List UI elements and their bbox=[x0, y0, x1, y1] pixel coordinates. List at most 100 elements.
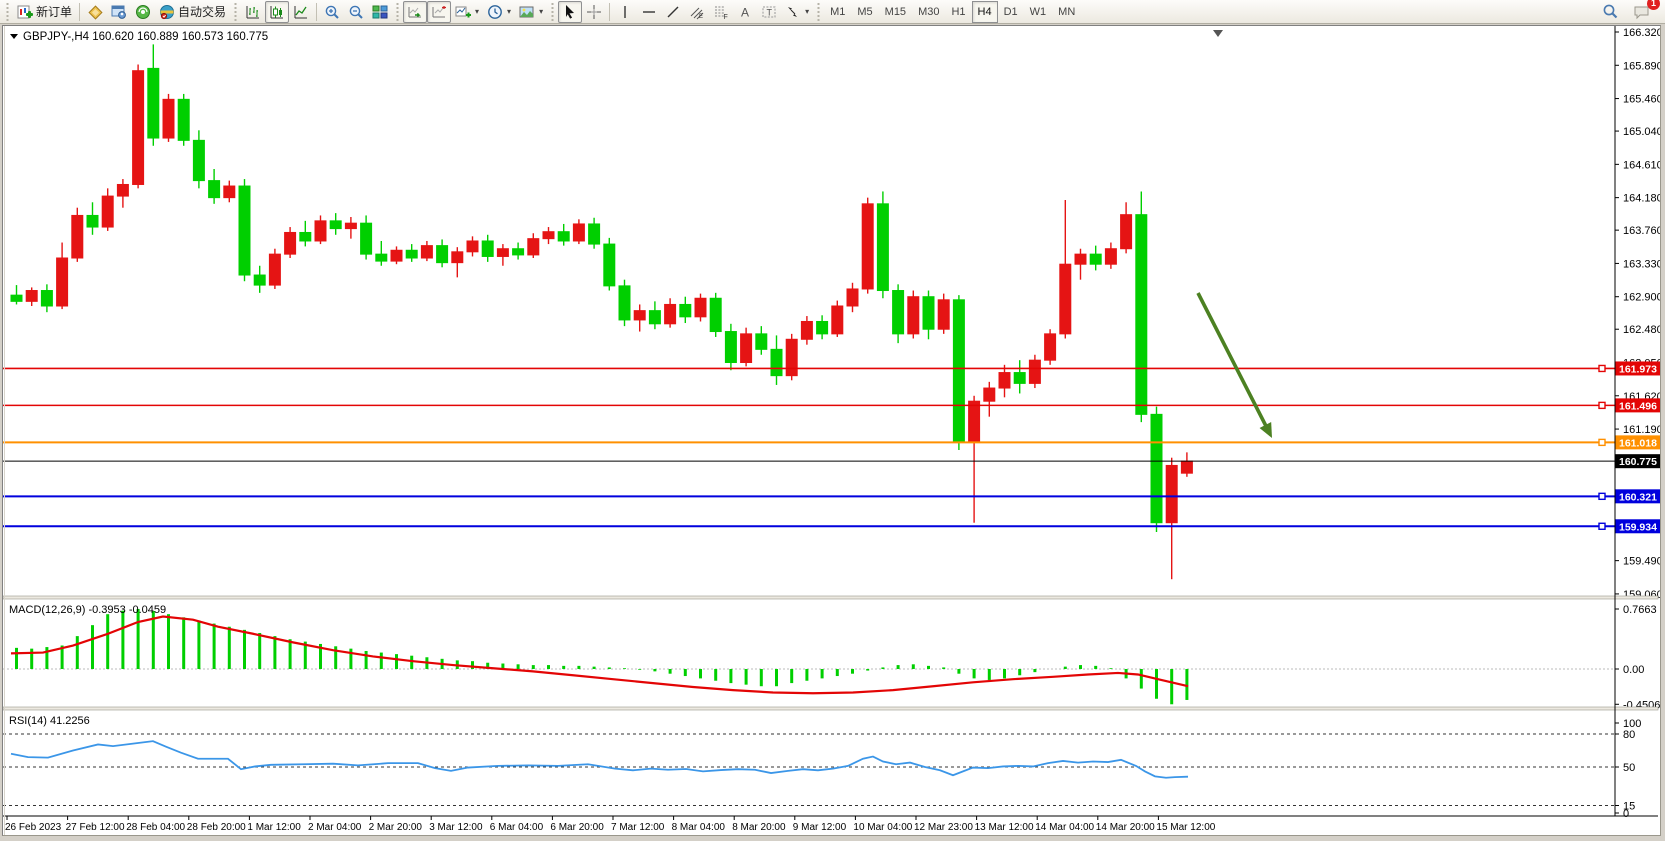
equidistant-channel-button[interactable]: E bbox=[685, 1, 709, 23]
symbols-button[interactable] bbox=[83, 1, 107, 23]
candlestick bbox=[892, 290, 905, 335]
candlestick bbox=[1028, 359, 1041, 384]
candlestick bbox=[557, 231, 570, 242]
new-order-button[interactable]: 新订单 bbox=[13, 1, 76, 23]
candlestick bbox=[1150, 413, 1163, 524]
zoom-out-button[interactable] bbox=[344, 1, 368, 23]
candlestick bbox=[998, 372, 1011, 389]
svg-text:E: E bbox=[699, 14, 703, 20]
text-label-button[interactable]: T bbox=[757, 1, 781, 23]
line-handle[interactable] bbox=[1598, 438, 1606, 447]
chart-canvas[interactable]: 166.320 165.890 165.460 165.040 164.610 164.1… bbox=[2, 26, 1663, 835]
candlestick bbox=[299, 231, 312, 242]
candlestick bbox=[664, 303, 677, 325]
timeframe-h4[interactable]: H4 bbox=[971, 0, 998, 23]
tile-windows-button[interactable] bbox=[368, 1, 392, 23]
candlestick bbox=[147, 67, 160, 139]
arrows-tool-button[interactable]: ▾ bbox=[781, 1, 813, 23]
price-tag-label: 160.775 bbox=[1619, 456, 1657, 468]
text-button[interactable]: A bbox=[733, 1, 757, 23]
timeframe-mn[interactable]: MN bbox=[1058, 5, 1076, 18]
candlestick bbox=[1044, 333, 1057, 361]
price-tag bbox=[1615, 454, 1661, 469]
tile-windows-icon bbox=[372, 5, 388, 18]
timeframe-m30[interactable]: M30 bbox=[918, 5, 940, 18]
data-window-button[interactable] bbox=[107, 1, 131, 23]
candlestick bbox=[390, 249, 403, 262]
time-tick-label: 8 Mar 04:00 bbox=[672, 822, 726, 833]
candlestick bbox=[344, 222, 357, 230]
trendline-button[interactable] bbox=[661, 1, 685, 23]
time-tick-label: 27 Feb 12:00 bbox=[66, 822, 125, 833]
panel-divider[interactable] bbox=[2, 706, 1659, 711]
candlestick bbox=[1074, 253, 1087, 265]
chart-shift-marker[interactable] bbox=[1213, 30, 1223, 37]
search-button[interactable] bbox=[1598, 1, 1623, 23]
annotation-arrow-line[interactable] bbox=[1196, 292, 1270, 431]
toolbar-gripper[interactable] bbox=[550, 2, 556, 21]
symbol-dropdown-icon[interactable] bbox=[10, 34, 18, 39]
vertical-line-button[interactable] bbox=[613, 1, 637, 23]
search-icon bbox=[1603, 4, 1618, 19]
timeframe-m1[interactable]: M1 bbox=[830, 5, 846, 18]
timeframe-m5[interactable]: M5 bbox=[857, 5, 873, 18]
vertical-line-icon bbox=[624, 5, 626, 18]
annotation-arrow-head[interactable] bbox=[1259, 422, 1272, 438]
fibonacci-button[interactable]: F bbox=[709, 1, 733, 23]
autotrading-button[interactable]: 自动交易 bbox=[155, 1, 230, 23]
timeframe-m15[interactable]: M15 bbox=[884, 5, 907, 18]
horizontal-line-button[interactable] bbox=[637, 1, 661, 23]
chart-shift-button[interactable] bbox=[427, 0, 452, 23]
toolbar-gripper[interactable] bbox=[816, 2, 822, 21]
price-tag bbox=[1615, 435, 1661, 450]
rsi-tick-label: 100 bbox=[1623, 718, 1641, 730]
candlestick bbox=[588, 223, 601, 245]
price-tick-label: 165.040 bbox=[1623, 126, 1660, 138]
line-handle[interactable] bbox=[1598, 401, 1606, 410]
timeframe-d1[interactable]: D1 bbox=[1003, 5, 1018, 18]
chart-candles-button[interactable] bbox=[265, 0, 290, 23]
timeframe-h1[interactable]: H1 bbox=[951, 5, 966, 18]
periods-button[interactable]: ▾ bbox=[483, 1, 515, 23]
indicators-button[interactable]: ▾ bbox=[451, 1, 483, 23]
candlestick bbox=[132, 70, 145, 185]
line-chart-icon bbox=[294, 5, 308, 18]
time-tick-label: 14 Mar 20:00 bbox=[1096, 822, 1155, 833]
autoscroll-button[interactable] bbox=[403, 0, 428, 23]
cursor-button[interactable] bbox=[558, 0, 583, 23]
clock-icon bbox=[488, 4, 502, 19]
candlestick bbox=[329, 220, 342, 230]
time-tick-label: 14 Mar 04:00 bbox=[1035, 822, 1094, 833]
line-handle[interactable] bbox=[1598, 364, 1606, 373]
signals-button[interactable] bbox=[131, 1, 155, 23]
horizontal-line-icon bbox=[643, 10, 656, 13]
line-handle[interactable] bbox=[1598, 522, 1606, 530]
chart-line-button[interactable] bbox=[289, 1, 313, 23]
timeframe-w1[interactable]: W1 bbox=[1029, 5, 1047, 18]
panel-divider[interactable] bbox=[2, 595, 1659, 600]
line-handle[interactable] bbox=[1598, 492, 1606, 501]
toolbar-gripper[interactable] bbox=[233, 2, 239, 21]
chart-bars-button[interactable] bbox=[241, 1, 265, 23]
notifications-button[interactable]: 1 bbox=[1629, 0, 1660, 23]
time-tick-label: 2 Mar 04:00 bbox=[308, 822, 362, 833]
candlestick bbox=[1120, 214, 1133, 250]
crosshair-button[interactable] bbox=[582, 1, 606, 23]
templates-button[interactable]: ▾ bbox=[515, 1, 547, 23]
toolbar-gripper[interactable] bbox=[5, 2, 10, 21]
candlestick bbox=[694, 297, 707, 318]
fibonacci-icon: F bbox=[715, 6, 728, 20]
candlestick bbox=[907, 296, 920, 335]
candlestick bbox=[648, 310, 661, 325]
zoom-in-button[interactable] bbox=[320, 1, 344, 23]
dropdown-caret-icon: ▾ bbox=[507, 7, 512, 16]
toolbar-gripper[interactable] bbox=[395, 2, 401, 21]
price-tick-label: 164.610 bbox=[1623, 159, 1660, 171]
candlestick bbox=[25, 290, 38, 302]
candlestick bbox=[496, 248, 509, 257]
candlestick bbox=[618, 285, 631, 321]
candlestick bbox=[451, 251, 464, 264]
notification-badge: 1 bbox=[1647, 0, 1660, 10]
macd-label: MACD(12,26,9) -0.3953 -0.0459 bbox=[9, 604, 166, 616]
broadcast-icon bbox=[136, 4, 151, 19]
